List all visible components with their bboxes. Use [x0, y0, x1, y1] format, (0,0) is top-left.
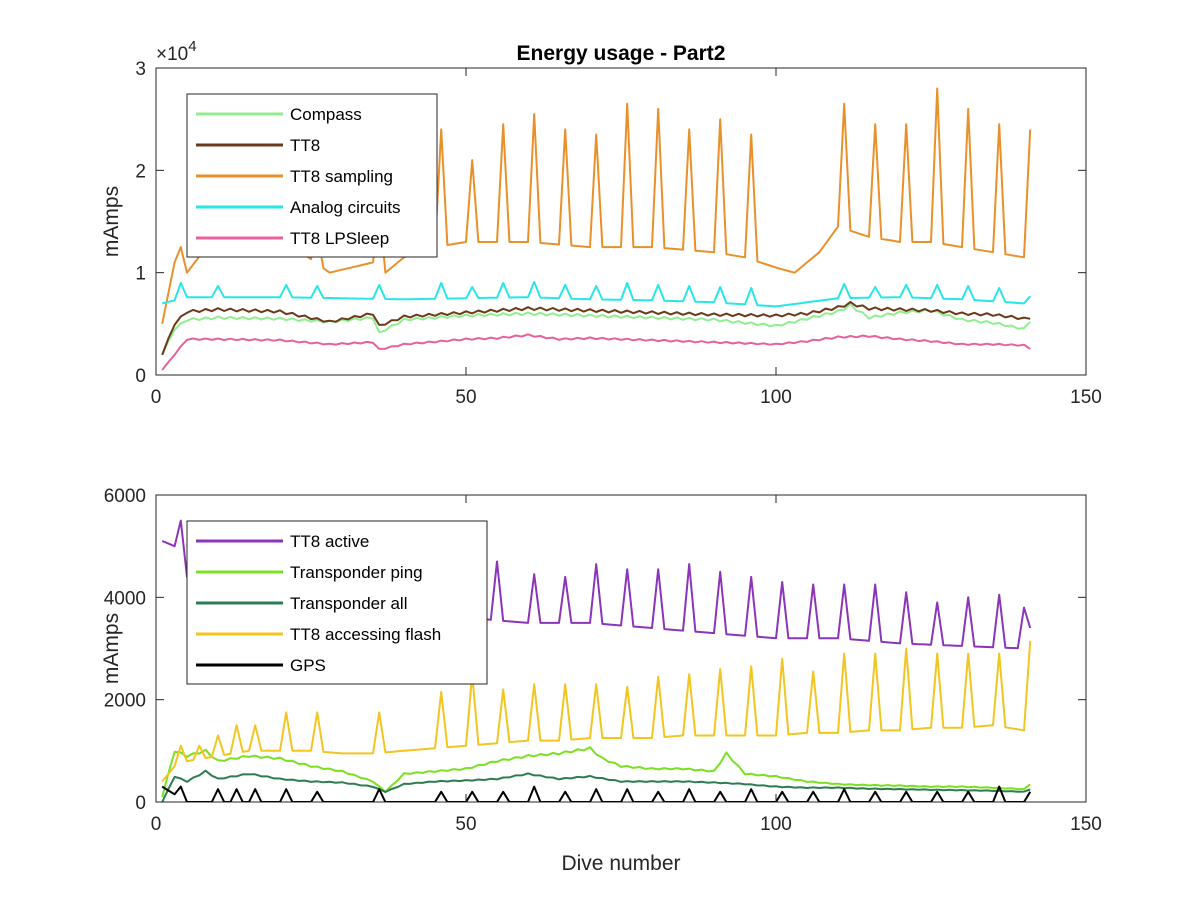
- legend-label-tt8: TT8: [290, 136, 320, 155]
- y-exponent-power: 4: [188, 38, 196, 55]
- series-line-tt8: [161, 300, 1031, 356]
- legend-label-tt8-lpsleep: TT8 LPSleep: [290, 229, 389, 248]
- series-line-tt8-accessing-flash: [161, 640, 1032, 783]
- legend-label-compass: Compass: [290, 105, 362, 124]
- legend: TT8 active Transponder ping Transponder al…: [186, 520, 488, 685]
- series-line-analog-circuits: [161, 280, 1031, 308]
- x-tick-label: 150: [1070, 387, 1102, 408]
- legend-label-tt8-accessing-flash: TT8 accessing flash: [290, 625, 441, 644]
- y-axis-label: mAmps: [100, 613, 123, 684]
- top-subplot: 0 50 100 150 0 1 2 3 ×104 Energy usage - Part2 mAm…: [100, 38, 1102, 408]
- legend-label-tt8-active: TT8 active: [290, 532, 369, 551]
- x-tick-label: 100: [760, 387, 792, 408]
- y-tick-label: 0: [135, 366, 146, 387]
- y-tick-label: 2000: [104, 691, 146, 712]
- series-line-gps: [161, 785, 1032, 802]
- legend-label-transponder-all: Transponder all: [290, 594, 408, 613]
- x-tick-label: 50: [455, 814, 476, 835]
- y-tick-label: 6000: [104, 486, 146, 507]
- x-tick-label: 0: [151, 814, 162, 835]
- y-tick-label: 2: [135, 161, 146, 182]
- x-tick-label: 0: [151, 387, 162, 408]
- legend-label-transponder-ping: Transponder ping: [290, 563, 423, 582]
- series-line-transponder-ping: [161, 746, 1031, 798]
- legend: Compass TT8 TT8 sampling Analog circuits TT8…: [186, 93, 438, 258]
- x-tick-label: 50: [455, 387, 476, 408]
- y-axis-label: mAmps: [100, 186, 123, 257]
- x-tick-label: 150: [1070, 814, 1102, 835]
- x-axis-label: Dive number: [561, 852, 680, 875]
- legend-label-analog-circuits: Analog circuits: [290, 198, 401, 217]
- y-tick-label: 1: [135, 264, 146, 285]
- bottom-subplot: 0 50 100 150 0 2000 4000 6000 mAmps Dive number TT…: [100, 486, 1102, 875]
- chart-title: Energy usage - Part2: [517, 42, 726, 65]
- series-line-tt8-lpsleep: [161, 333, 1031, 371]
- legend-label-gps: GPS: [290, 656, 326, 675]
- y-tick-label: 3: [135, 59, 146, 80]
- legend-label-tt8-sampling: TT8 sampling: [290, 167, 393, 186]
- y-exponent-label: ×104: [156, 38, 197, 65]
- series-line-compass: [161, 303, 1031, 356]
- x-tick-label: 100: [760, 814, 792, 835]
- y-tick-label: 4000: [104, 588, 146, 609]
- series-line-transponder-all: [161, 769, 1031, 802]
- y-tick-label: 0: [135, 793, 146, 814]
